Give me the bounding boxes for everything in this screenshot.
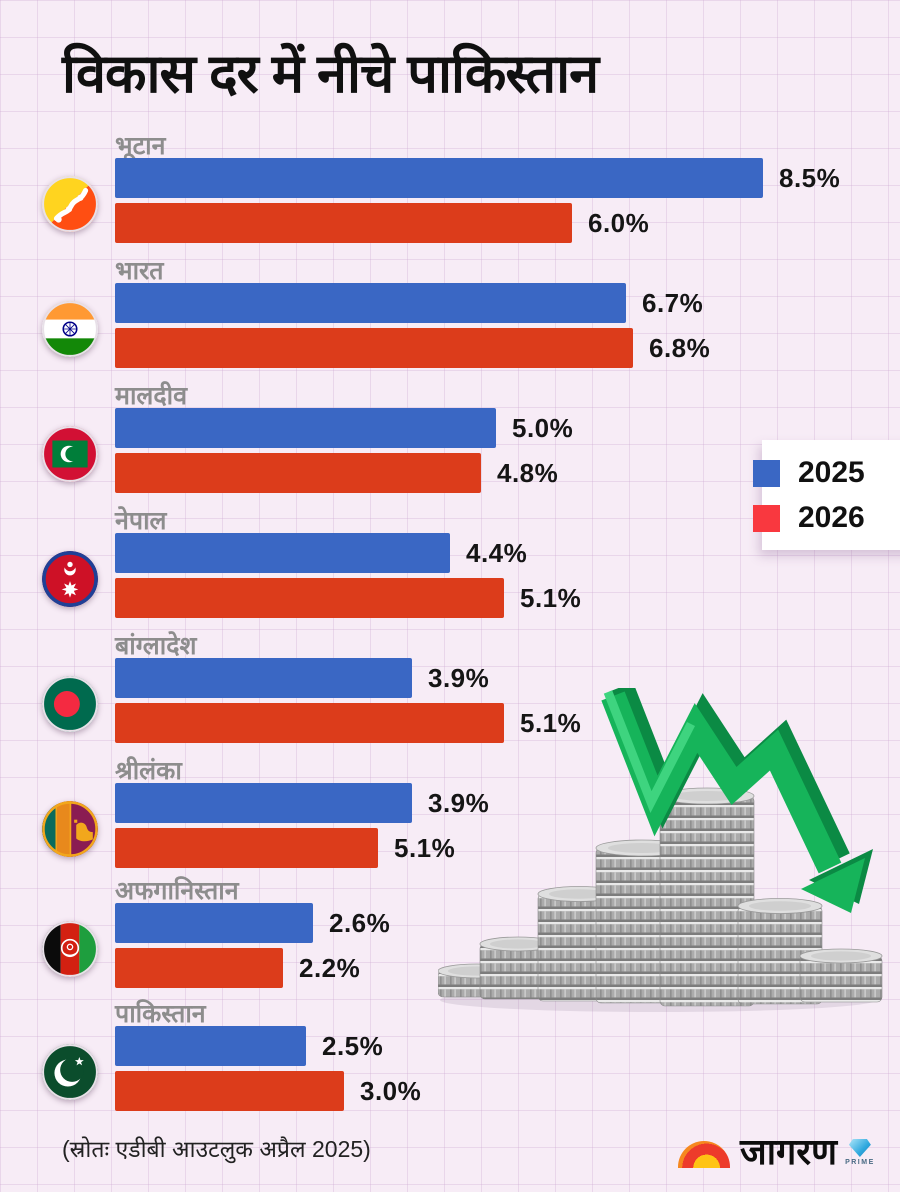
bar-2025 [115,1026,306,1066]
flag-nepal-icon [42,551,98,607]
flag-maldives-icon [42,426,98,482]
brand-name: जागरण [740,1131,838,1172]
legend-label-2025: 2025 [798,456,865,489]
country-row-nepal: नेपाल 4.4% 5.1% [0,503,900,628]
flag-srilanka-icon [42,801,98,857]
bar-value-2026: 5.1% [394,832,456,863]
flag-bhutan-icon [42,176,98,232]
flag-india-icon [42,301,98,357]
bar-value-2025: 3.9% [428,787,490,818]
flag-pakistan-icon [42,1044,98,1100]
bar-value-2026: 5.1% [520,582,582,613]
rising-sun-icon [678,1141,730,1168]
coins-and-down-arrow-illustration [438,688,883,1012]
prime-badge: PRIME [845,1139,875,1166]
country-label: अफगानिस्तान [115,877,239,905]
country-label: बांग्लादेश [115,632,197,660]
coin-stack [799,948,883,1003]
bar-2025 [115,658,412,698]
country-row-india: भारत 6.7% 6.8% [0,253,900,378]
country-label: भूटान [115,132,166,160]
bar-value-2025: 2.6% [329,907,391,938]
bar-2026 [115,203,572,243]
flag-afghanistan-icon [42,921,98,977]
country-row-bhutan: भूटान 8.5% 6.0% [0,128,900,253]
legend-item-2025: 2025 [753,456,900,489]
bar-value-2026: 2.2% [299,952,361,983]
legend-chip-2025 [753,459,780,487]
bar-value-2025: 3.9% [428,662,490,693]
page-title: विकास दर में नीचे पाकिस्तान [62,44,599,104]
country-row-afghanistan: अफगानिस्तान 2.6% 2.2% [0,873,900,998]
bar-value-2025: 8.5% [779,162,841,193]
coin-stack [479,936,557,1000]
country-row-pakistan: पाकिस्तान 2.5% 3.0% [0,996,900,1121]
country-row-maldives: मालदीव 5.0% 4.8% [0,378,900,503]
bar-2025 [115,283,626,323]
country-label: मालदीव [115,382,188,410]
country-label: भारत [115,257,164,285]
bar-value-2026: 6.0% [588,207,650,238]
country-label: नेपाल [115,507,167,535]
bar-value-2026: 3.0% [360,1075,422,1106]
bar-value-2026: 4.8% [497,457,559,488]
bar-2025 [115,903,313,943]
bar-2026 [115,453,481,493]
bar-2026 [115,328,633,368]
bar-2026 [115,578,504,618]
legend-item-2026: 2026 [753,501,900,534]
bar-value-2025: 5.0% [512,412,574,443]
legend-chip-2026 [753,504,780,532]
source-note: (स्रोतः एडीबी आउटलुक अप्रैल 2025) [62,1136,371,1162]
prime-label: PRIME [845,1159,875,1166]
down-arrow-icon [601,688,873,913]
bar-value-2025: 6.7% [642,287,704,318]
flag-bangladesh-icon [42,676,98,732]
country-row-bangladesh: बांग्लादेश 3.9% 5.1% [0,628,900,753]
legend: 2025 2026 [753,440,900,550]
bar-2026 [115,703,504,743]
bar-2025 [115,158,763,198]
bar-value-2026: 6.8% [649,332,711,363]
bar-2025 [115,533,450,573]
bar-value-2025: 2.5% [322,1030,384,1061]
legend-label-2026: 2026 [798,501,865,534]
bar-value-2026: 5.1% [520,707,582,738]
bar-value-2025: 4.4% [466,537,528,568]
country-row-srilanka: श्रीलंका 3.9% 5.1% [0,753,900,878]
diamond-icon [848,1139,871,1157]
country-label: पाकिस्तान [115,1000,206,1028]
bar-2026 [115,948,283,988]
bar-2025 [115,408,496,448]
bar-2025 [115,783,412,823]
bar-2026 [115,828,378,868]
bar-2026 [115,1071,344,1111]
country-label: श्रीलंका [115,757,182,785]
brand-logo: जागरण PRIME [678,1126,875,1175]
